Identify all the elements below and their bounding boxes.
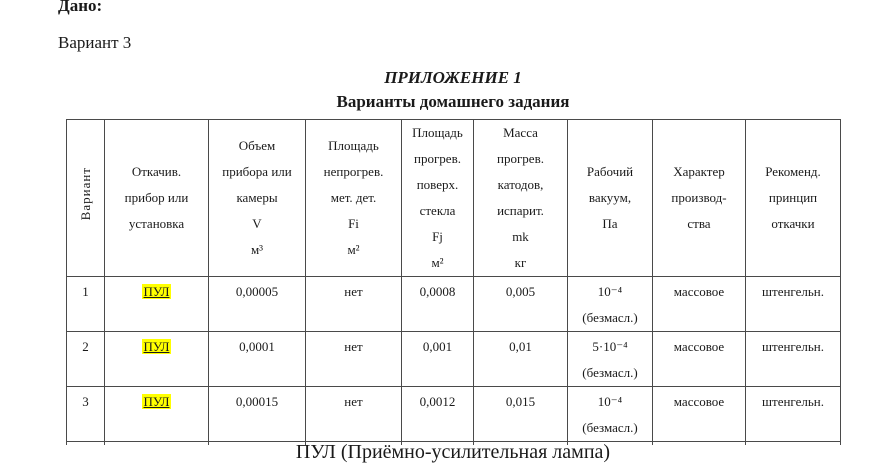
cell-area-unheated: нет bbox=[305, 386, 402, 442]
table-row: 3 ПУЛ 0,00015 нет 0,0012 0,015 10⁻⁴ (без… bbox=[66, 386, 841, 442]
vacuum-note: (безмасл.) bbox=[582, 420, 638, 435]
vacuum-note: (безмасл.) bbox=[582, 310, 638, 325]
cell-area-unheated: нет bbox=[305, 331, 402, 387]
variant-heading: Вариант 3 bbox=[58, 33, 132, 52]
cell-production: массовое bbox=[652, 331, 746, 387]
cell-mass: 0,005 bbox=[473, 276, 568, 332]
cell-production: массовое bbox=[652, 386, 746, 442]
cell-principle: штенгельн. bbox=[745, 276, 841, 332]
header-cell-area-glass: Площадь прогрев. поверх. стекла Fj м² bbox=[401, 119, 474, 277]
cell-vacuum: 10⁻⁴ (безмасл.) bbox=[567, 386, 653, 442]
cell-area-glass: 0,0008 bbox=[401, 276, 474, 332]
device-highlight-link[interactable]: ПУЛ bbox=[141, 339, 172, 354]
device-highlight-link[interactable]: ПУЛ bbox=[141, 394, 172, 409]
vacuum-note: (безмасл.) bbox=[582, 365, 638, 380]
cell-volume: 0,00005 bbox=[208, 276, 306, 332]
given-label: Дано: bbox=[58, 0, 103, 15]
vacuum-value: 10⁻⁴ bbox=[597, 284, 623, 299]
header-cell-variant: Вариант bbox=[66, 119, 105, 277]
header-cell-vacuum: Рабочий вакуум, Па bbox=[567, 119, 653, 277]
cell-device: ПУЛ bbox=[104, 276, 209, 332]
cell-area-unheated: нет bbox=[305, 276, 402, 332]
cell-mass: 0,01 bbox=[473, 331, 568, 387]
cell-device: ПУЛ bbox=[104, 331, 209, 387]
table-caption: ПУЛ (Приёмно-усилительная лампа) bbox=[295, 441, 611, 463]
cell-vacuum: 10⁻⁴ (безмасл.) bbox=[567, 276, 653, 332]
vacuum-value: 10⁻⁴ bbox=[597, 394, 623, 409]
cell-volume: 0,00015 bbox=[208, 386, 306, 442]
vacuum-value: 5·10⁻⁴ bbox=[592, 339, 628, 354]
cell-variant: 1 bbox=[66, 276, 105, 332]
table-row: 1 ПУЛ 0,00005 нет 0,0008 0,005 10⁻⁴ (без… bbox=[66, 276, 841, 332]
cell-vacuum: 5·10⁻⁴ (безмасл.) bbox=[567, 331, 653, 387]
appendix-title: ПРИЛОЖЕНИЕ 1 bbox=[384, 68, 522, 87]
cell-device: ПУЛ bbox=[104, 386, 209, 442]
header-cell-area-unheated: Площадь непрогрев. мет. дет. Fi м² bbox=[305, 119, 402, 277]
cell-area-glass: 0,0012 bbox=[401, 386, 474, 442]
table-bottom-ticks bbox=[66, 441, 841, 445]
table-title: Варианты домашнего задания bbox=[336, 92, 570, 111]
header-variant-label: Вариант bbox=[78, 166, 93, 221]
cell-mass: 0,015 bbox=[473, 386, 568, 442]
header-cell-device: Откачив. прибор или установка bbox=[104, 119, 209, 277]
device-highlight-link[interactable]: ПУЛ bbox=[141, 284, 172, 299]
homework-variants-table: Вариант Откачив. прибор или установка Об… bbox=[66, 119, 841, 445]
cell-area-glass: 0,001 bbox=[401, 331, 474, 387]
cell-principle: штенгельн. bbox=[745, 331, 841, 387]
header-cell-mass: Масса прогрев. катодов, испарит. mk кг bbox=[473, 119, 568, 277]
cell-production: массовое bbox=[652, 276, 746, 332]
cell-principle: штенгельн. bbox=[745, 386, 841, 442]
cell-variant: 3 bbox=[66, 386, 105, 442]
table-row: 2 ПУЛ 0,0001 нет 0,001 0,01 5·10⁻⁴ (безм… bbox=[66, 331, 841, 387]
header-cell-volume: Объем прибора или камеры V м³ bbox=[208, 119, 306, 277]
header-cell-production: Характер производ- ства bbox=[652, 119, 746, 277]
header-cell-principle: Рекоменд. принцип откачки bbox=[745, 119, 841, 277]
cell-variant: 2 bbox=[66, 331, 105, 387]
header-row: Вариант Откачив. прибор или установка Об… bbox=[66, 119, 841, 277]
cell-volume: 0,0001 bbox=[208, 331, 306, 387]
